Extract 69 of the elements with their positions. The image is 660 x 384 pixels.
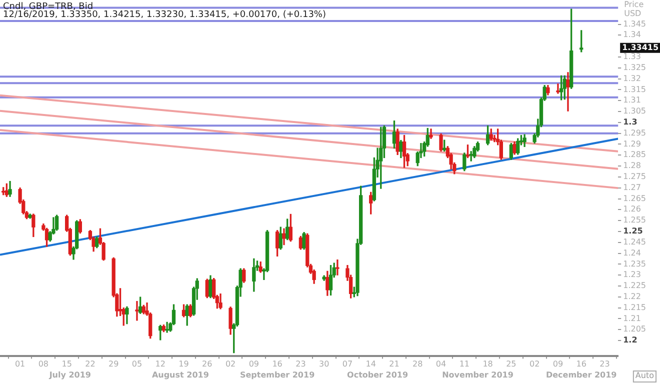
- y-tick-label: 1.26: [623, 204, 641, 214]
- x-tick-label: 14: [366, 360, 376, 369]
- y-tick-label: 1.22: [623, 292, 641, 301]
- x2-tick-label: September 2019: [240, 370, 316, 380]
- x-tick-label: 04: [436, 360, 446, 369]
- x-tick-label: 02: [529, 360, 540, 369]
- y-tick-label: 1.255: [623, 216, 646, 225]
- x-tick-label: 15: [62, 360, 72, 369]
- x-tick-label: 25: [506, 360, 516, 369]
- y-tick-label: 1.23: [623, 270, 641, 280]
- candlestick: [566, 72, 570, 112]
- y-tick-label: 1.33: [623, 52, 641, 62]
- y-tick-label: 1.215: [623, 302, 646, 312]
- y-tick-label: 1.25: [623, 226, 644, 236]
- x2-tick-label: November 2019: [442, 370, 514, 380]
- candlestick: [336, 259, 340, 276]
- x-tick-label: 28: [412, 360, 423, 369]
- x-tick-label: 09: [552, 360, 564, 369]
- x-tick-label: 09: [248, 360, 260, 369]
- y-tick-label: 1.345: [623, 19, 646, 28]
- y-tick-label: 1.2: [623, 336, 638, 345]
- text: Auto: [635, 371, 654, 380]
- x2-tick-label: December 2019: [546, 370, 618, 380]
- x-tick-label: 05: [132, 360, 142, 369]
- x-tick-label: 11: [459, 360, 470, 369]
- x-tick-label: 16: [576, 360, 586, 369]
- y-tick-label: 1.265: [623, 194, 646, 203]
- y-tick-label: 1.225: [623, 281, 646, 290]
- y-tick-label: 1.315: [623, 84, 646, 94]
- y-tick-label: 1.31: [623, 96, 641, 105]
- y-tick-label: 1.28: [623, 161, 641, 170]
- candlestick: [429, 128, 433, 139]
- x-tick-label: 21: [389, 360, 400, 369]
- y-tick-label: 1.3: [623, 117, 638, 126]
- y-tick-label: 1.21: [623, 314, 641, 323]
- text: 1.33415: [622, 42, 659, 52]
- y-axis-title: Price USD: [624, 0, 644, 18]
- x-tick-label: 22: [85, 360, 96, 369]
- x-tick-label: 16: [272, 360, 282, 369]
- x-tick-label: 18: [482, 360, 493, 369]
- chart-subtitle: 12/16/2019, 1.33350, 1.34215, 1.33230, 1.33415, +0.00170, (+0.13%): [3, 10, 326, 20]
- x2-tick-label: July 2019: [48, 370, 92, 380]
- y-tick-label: 1.205: [623, 324, 646, 334]
- y-tick-label: 1.34: [623, 30, 641, 40]
- y-tick-label: 1.275: [623, 172, 646, 182]
- x2-tick-label: October 2019: [347, 370, 408, 380]
- y-tick-label: 1.305: [623, 106, 646, 116]
- y-tick-label: 1.27: [623, 182, 641, 192]
- x-tick-label: 02: [225, 360, 236, 369]
- y-tick-label: 1.325: [623, 62, 646, 72]
- x-tick-label: 12: [155, 360, 166, 369]
- x-tick-label: 01: [14, 360, 26, 369]
- y-tick-label: 1.295: [623, 128, 646, 138]
- x-tick-label: 23: [600, 360, 610, 369]
- x2-tick-label: August 2019: [152, 370, 210, 380]
- y-tick-label: 1.32: [623, 74, 641, 83]
- y-tick-label: 1.285: [623, 150, 646, 160]
- x-tick-label: 23: [296, 360, 306, 369]
- x-tick-label: 08: [38, 360, 49, 369]
- y-tick-label: 1.235: [623, 259, 646, 268]
- x-tick-label: 26: [202, 360, 212, 369]
- x-tick-label: 19: [178, 360, 189, 369]
- x-tick-label: 30: [318, 360, 330, 369]
- y-tick-label: 1.29: [623, 139, 641, 148]
- y-tick-label: 1.24: [623, 248, 641, 258]
- candlestick: [135, 300, 139, 321]
- y-tick-label: 1.245: [623, 237, 646, 246]
- x-tick-label: 07: [342, 360, 353, 369]
- x-tick-label: 29: [108, 360, 119, 369]
